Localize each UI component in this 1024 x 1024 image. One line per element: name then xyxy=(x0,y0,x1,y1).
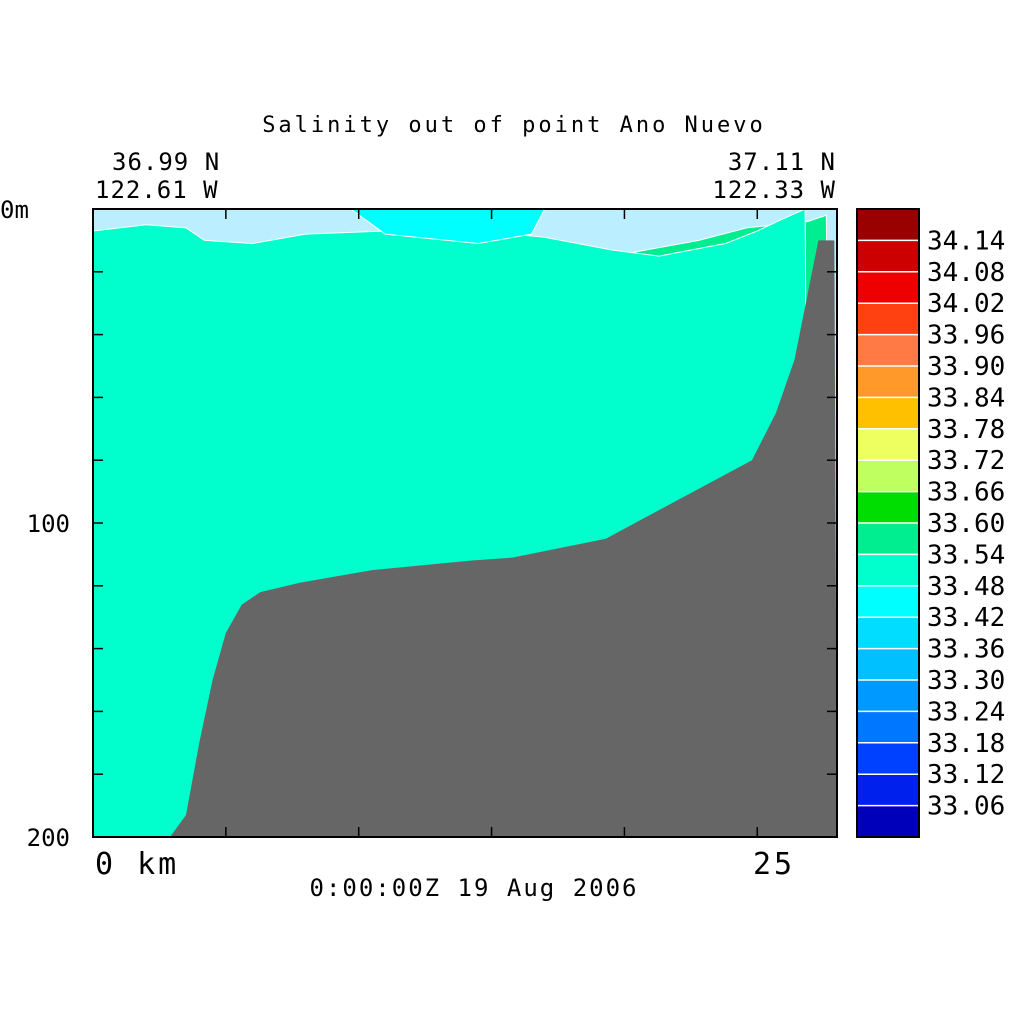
y-tick-0: 0m xyxy=(0,196,29,224)
colorbar-label: 33.72 xyxy=(927,446,1005,476)
colorbar-label: 33.24 xyxy=(927,697,1005,727)
colorbar-swatch xyxy=(857,648,919,681)
colorbar-swatch xyxy=(857,366,919,398)
colorbar-swatch xyxy=(857,271,919,304)
colorbar-label: 33.42 xyxy=(927,603,1005,633)
colorbar-label: 33.06 xyxy=(927,792,1005,822)
colorbar-swatch xyxy=(857,428,919,461)
colorbar-label: 34.08 xyxy=(927,258,1005,288)
colorbar-swatch xyxy=(857,240,919,273)
left-longitude: 122.61 W xyxy=(95,176,219,204)
right-longitude: 122.33 W xyxy=(712,176,836,204)
colorbar-swatch xyxy=(857,554,919,587)
y-tick-100: 100 xyxy=(27,510,70,538)
y-tick-200: 200 xyxy=(27,824,70,852)
colorbar-swatch xyxy=(857,742,919,775)
colorbar-swatch xyxy=(857,680,919,712)
colorbar-swatch xyxy=(857,523,919,555)
colorbar-swatch xyxy=(857,617,919,650)
x-tick-0: 0 km xyxy=(95,847,179,882)
left-latitude: 36.99 N xyxy=(112,148,220,176)
colorbar-label: 33.30 xyxy=(927,666,1005,696)
colorbar-label: 33.84 xyxy=(927,383,1005,413)
colorbar-label: 33.78 xyxy=(927,415,1005,445)
colorbar-frame xyxy=(856,208,920,838)
contour-band-33.42 xyxy=(349,209,546,245)
colorbar-swatch xyxy=(857,711,919,744)
colorbar-label: 33.36 xyxy=(927,635,1005,665)
colorbar-label: 33.96 xyxy=(927,321,1005,351)
colorbar-label: 34.14 xyxy=(927,226,1005,256)
chart-title: Salinity out of point Ano Nuevo xyxy=(262,113,766,138)
colorbar-label: 33.66 xyxy=(927,478,1005,508)
colorbar-label: 34.02 xyxy=(927,289,1005,319)
colorbar-swatch xyxy=(857,303,919,336)
colorbar-label: 33.48 xyxy=(927,572,1005,602)
colorbar-swatch xyxy=(857,209,919,241)
colorbar-swatch xyxy=(857,585,919,618)
right-latitude: 37.11 N xyxy=(728,148,836,176)
colorbar-swatch xyxy=(857,774,919,807)
colorbar-label: 33.90 xyxy=(927,352,1005,382)
colorbar-swatch xyxy=(857,491,919,524)
colorbar-label: 33.12 xyxy=(927,760,1005,790)
x-tick-25: 25 xyxy=(753,847,795,882)
colorbar: 34.1434.0834.0233.9633.9033.8433.7833.72… xyxy=(856,208,1005,838)
colorbar-swatch xyxy=(857,805,919,838)
colorbar-swatch xyxy=(857,460,919,493)
colorbar-label: 33.60 xyxy=(927,509,1005,539)
seafloor-bathymetry xyxy=(170,240,837,837)
timestamp: 0:00:00Z 19 Aug 2006 xyxy=(310,874,639,902)
colorbar-swatch xyxy=(857,397,919,430)
colorbar-label: 33.18 xyxy=(927,729,1005,759)
colorbar-label: 33.54 xyxy=(927,540,1005,570)
colorbar-swatch xyxy=(857,334,919,367)
plot-area xyxy=(92,208,838,838)
